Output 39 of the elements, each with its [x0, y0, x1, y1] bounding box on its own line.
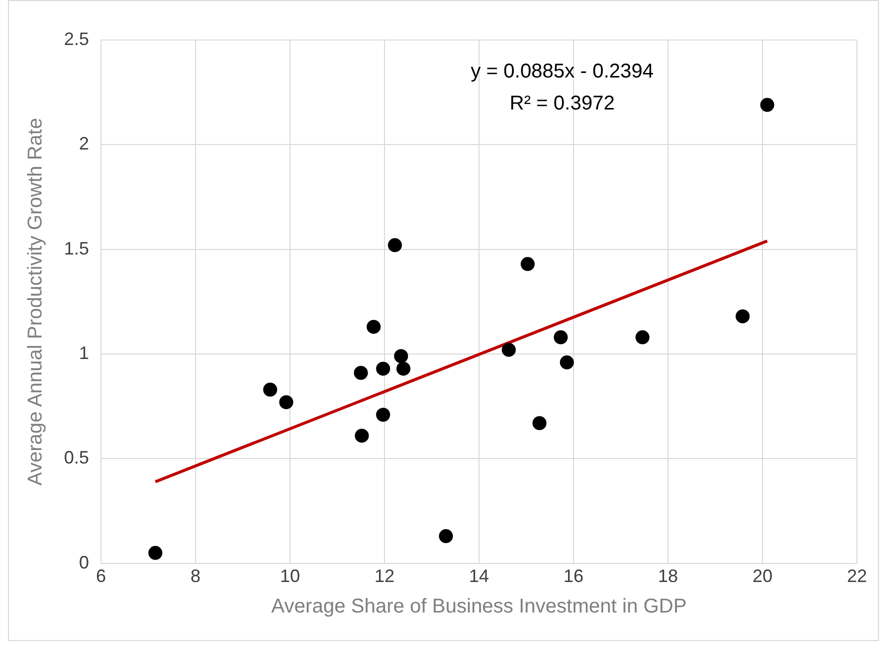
point	[388, 238, 402, 252]
annotation: R² = 0.3972	[510, 92, 615, 115]
x-tick-label: 12	[374, 566, 395, 586]
y-tick-label: 0	[79, 552, 90, 572]
y-axis-title: Average Annual Productivity Growth Rate	[24, 118, 47, 486]
point	[736, 309, 750, 324]
point	[560, 355, 574, 370]
y-tick-label: 0.5	[64, 448, 90, 468]
point	[394, 349, 408, 364]
x-tick-label: 18	[658, 566, 678, 586]
point	[532, 416, 546, 430]
point	[376, 408, 390, 422]
x-tick-label: 16	[563, 566, 584, 586]
y-tick-label: 1.5	[64, 238, 90, 258]
point	[438, 529, 453, 544]
point	[354, 366, 368, 380]
point	[554, 330, 568, 344]
x-tick-label: 14	[468, 566, 490, 586]
point	[760, 98, 774, 112]
point	[376, 362, 390, 376]
point	[396, 362, 410, 376]
x-tick-label: 6	[96, 566, 106, 586]
x-axis-title: Average Share of Business Investment in GDP	[271, 596, 687, 618]
x-tick-label: 20	[752, 566, 773, 586]
point	[520, 257, 535, 272]
y-tick-label: 1	[79, 343, 90, 364]
point	[148, 546, 162, 560]
point	[635, 330, 650, 344]
point	[279, 395, 294, 410]
x-tick-label: 22	[846, 566, 868, 586]
y-tick-label: 2.5	[64, 28, 90, 49]
point	[366, 320, 381, 334]
x-tick-label: 10	[280, 566, 300, 586]
point	[263, 382, 278, 397]
point	[354, 428, 369, 443]
y-tick-label: 2	[79, 134, 90, 154]
x-tick-label: 8	[190, 566, 201, 586]
point	[502, 342, 516, 357]
annotation: y = 0.0885x - 0.2394	[470, 60, 654, 83]
